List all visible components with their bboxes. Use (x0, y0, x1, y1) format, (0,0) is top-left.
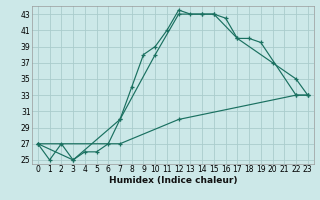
X-axis label: Humidex (Indice chaleur): Humidex (Indice chaleur) (108, 176, 237, 185)
